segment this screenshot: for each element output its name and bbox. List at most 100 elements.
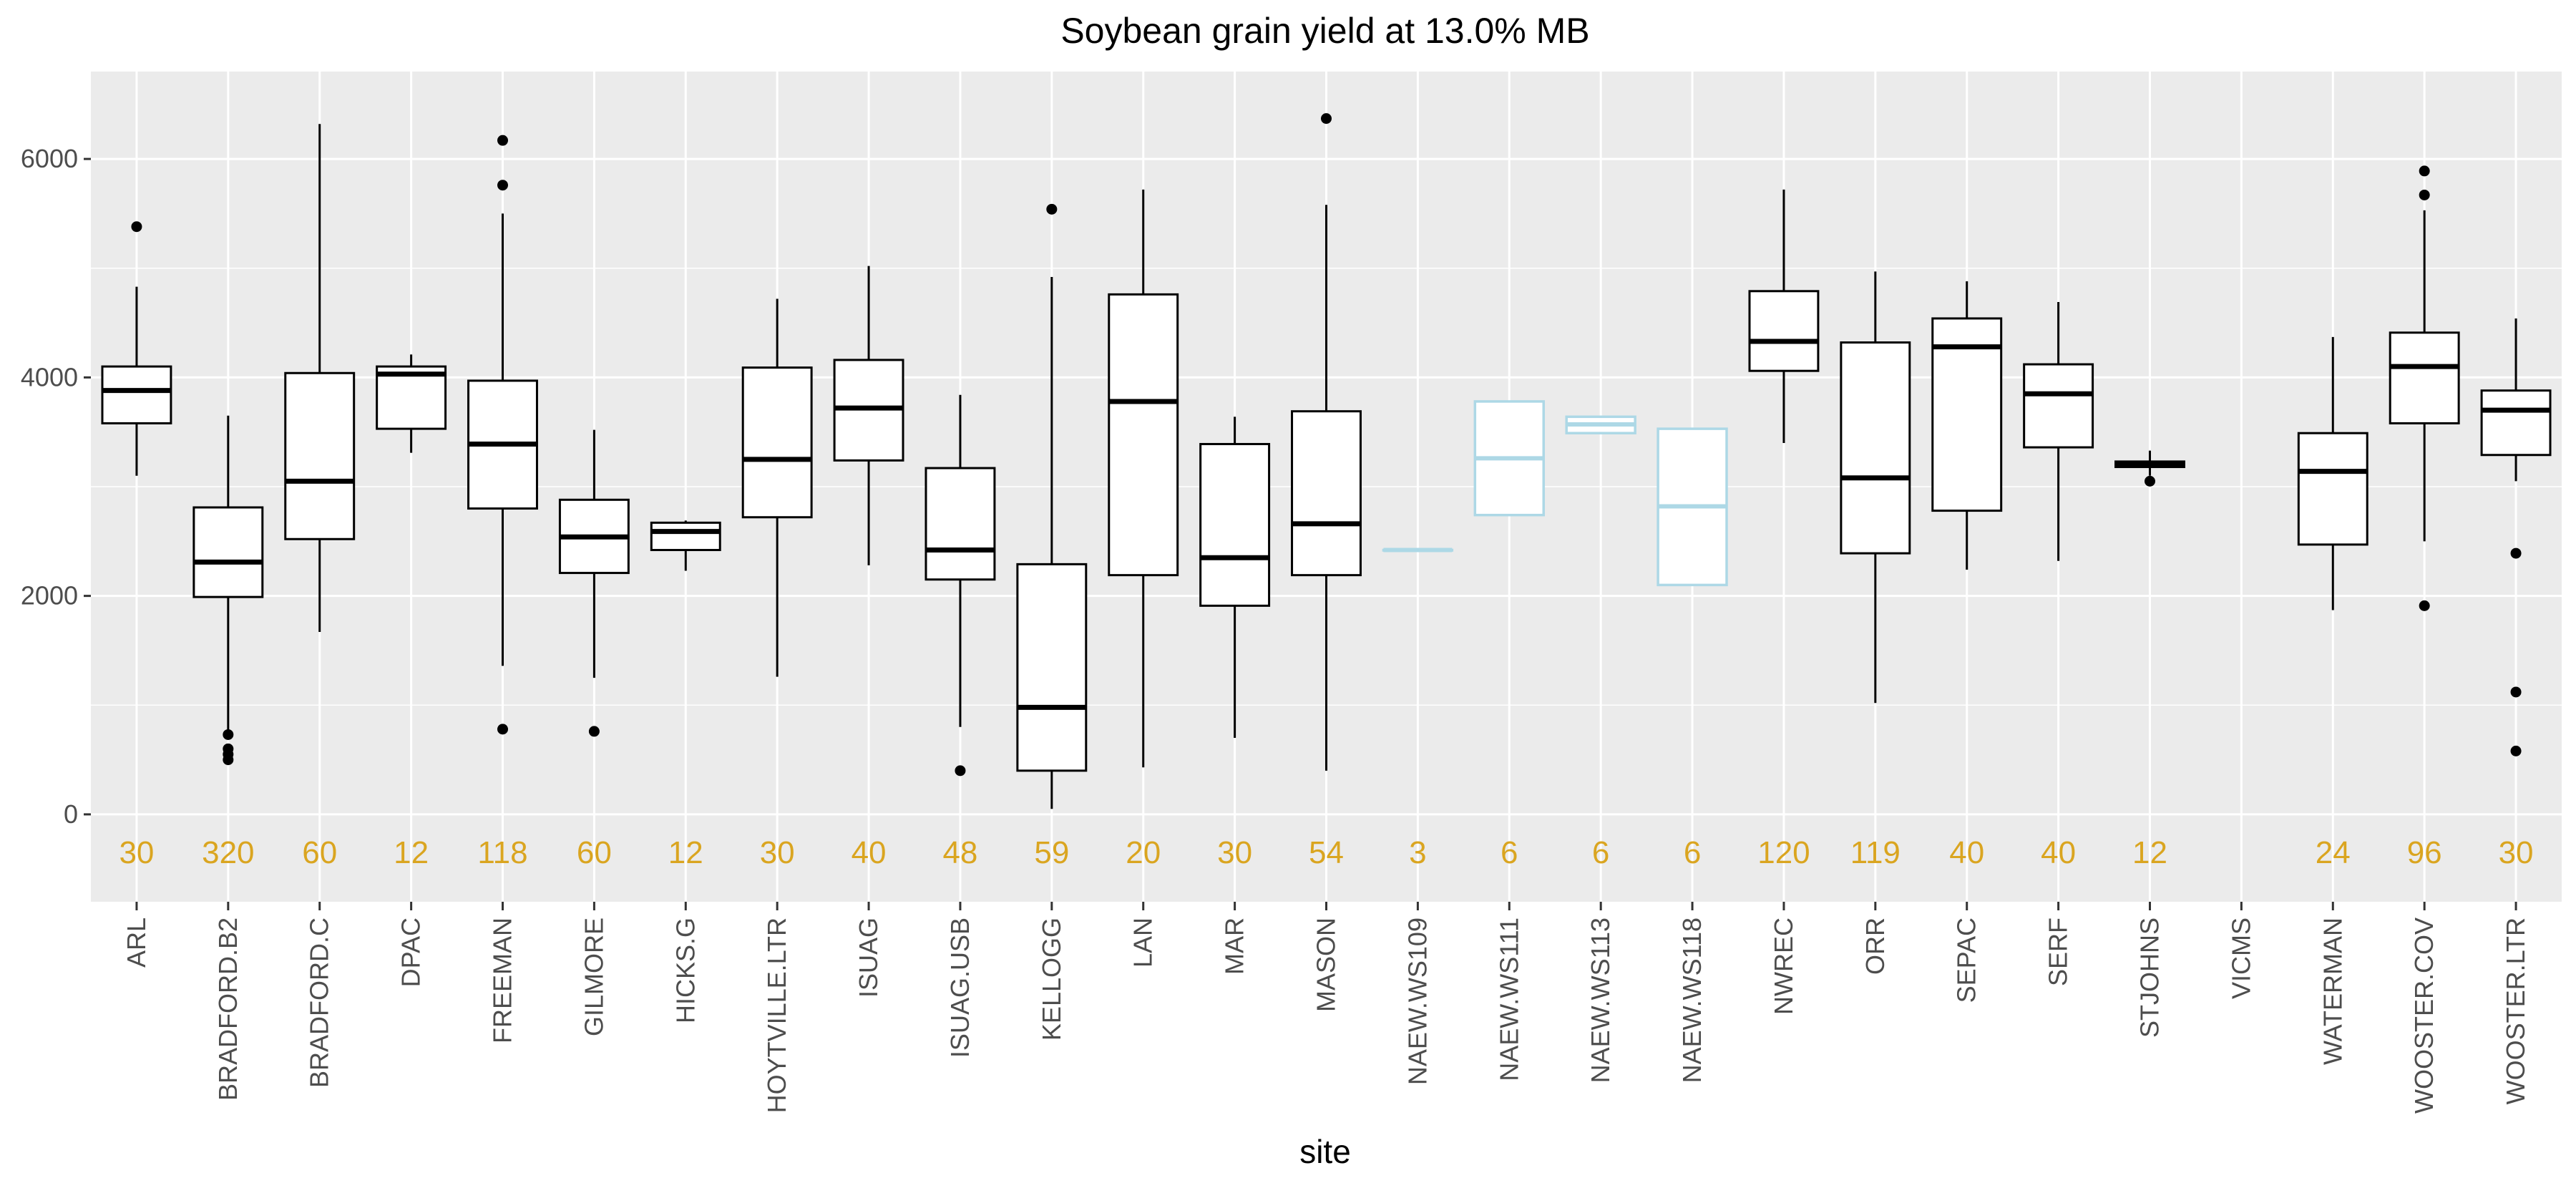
count-label: 24: [2316, 835, 2351, 870]
outlier-point: [131, 221, 142, 233]
count-label: 48: [942, 835, 977, 870]
x-tick-label: KELLOGG: [1037, 917, 1066, 1041]
box-bradford-b2: [192, 415, 264, 766]
box-wooster-cov: [2389, 165, 2460, 611]
x-tick-label: NAEW.WS111: [1494, 917, 1523, 1081]
box-naew-ws111: [1473, 400, 1545, 517]
x-tick-label: ISUAG: [854, 917, 883, 998]
box-naew-ws113: [1565, 415, 1636, 434]
outlier-point: [223, 743, 234, 754]
x-tick-label: NAEW.WS109: [1402, 917, 1432, 1085]
box-wooster-ltr: [2480, 318, 2552, 756]
count-label: 30: [1217, 835, 1252, 870]
count-label: 60: [302, 835, 337, 870]
box: [2389, 331, 2460, 424]
count-label: 6: [1501, 835, 1518, 870]
box-naew-ws109: [1382, 547, 1454, 553]
x-tick-label: HOYTVILLE.LTR: [762, 917, 791, 1113]
box: [1199, 442, 1271, 607]
x-tick-label: BRADFORD.C: [305, 917, 334, 1088]
outlier-point: [2419, 165, 2430, 177]
y-tick-label: 6000: [21, 144, 78, 173]
x-tick-label: WOOSTER.LTR: [2501, 917, 2530, 1104]
count-label: 60: [577, 835, 612, 870]
count-label: 118: [477, 835, 527, 870]
x-tick-label: BRADFORD.B2: [213, 917, 243, 1101]
x-tick-label: FREEMAN: [488, 917, 517, 1043]
box: [1108, 293, 1179, 577]
x-tick-label: WOOSTER.COV: [2409, 917, 2439, 1114]
x-tick-label: NAEW.WS113: [1586, 917, 1615, 1083]
box: [741, 366, 813, 519]
count-label: 20: [1126, 835, 1161, 870]
box: [376, 365, 447, 430]
count-label: 54: [1309, 835, 1344, 870]
x-tick-label: GILMORE: [579, 917, 608, 1036]
box-hicks-g: [650, 520, 721, 571]
x-tick-label: STJOHNS: [2135, 917, 2165, 1038]
box-sepac: [1931, 281, 2003, 570]
box: [2023, 363, 2094, 449]
x-tick-label: VICMS: [2226, 917, 2255, 999]
outlier-point: [2510, 547, 2522, 559]
box-serf: [2023, 302, 2094, 561]
count-label: 6: [1592, 835, 1609, 870]
x-tick-label: SERF: [2044, 917, 2073, 986]
count-label: 59: [1034, 835, 1069, 870]
box-kellogg: [1016, 203, 1088, 809]
x-tick-label: ORR: [1860, 917, 1890, 975]
x-tick-label: ARL: [122, 917, 151, 968]
box-mason: [1291, 113, 1362, 771]
y-tick-label: 2000: [21, 581, 78, 610]
box-isuag-usb: [924, 394, 996, 777]
box-arl: [101, 221, 172, 476]
count-label: 40: [852, 835, 887, 870]
outlier-point: [588, 726, 600, 737]
outlier-point: [1046, 203, 1058, 215]
box: [1748, 290, 1820, 372]
x-tick-label: HICKS.G: [670, 917, 700, 1023]
x-axis: ARL BRADFORD.B2 BRADFORD.C DPAC FREEMAN GILMO…: [122, 902, 2530, 1114]
count-label: 96: [2407, 835, 2442, 870]
box: [192, 506, 264, 598]
count-labels: 30 320 60 12 118 60 12 30 40 48 59 20 30 54 3 6 6 6 120 119…: [119, 835, 2533, 870]
box-plots: [101, 113, 2552, 809]
x-axis-label: site: [1299, 1133, 1351, 1170]
x-tick-label: MASON: [1312, 917, 1341, 1012]
box-orr: [1840, 271, 1911, 704]
box: [1840, 341, 1911, 555]
count-label: 30: [119, 835, 154, 870]
outlier-point: [223, 729, 234, 740]
box-bradford-c: [284, 124, 356, 632]
box-lan: [1108, 189, 1179, 768]
outlier-point: [2510, 745, 2522, 756]
count-label: 12: [668, 835, 703, 870]
box: [2297, 432, 2368, 546]
count-label: 30: [760, 835, 795, 870]
box: [650, 521, 721, 552]
count-label: 120: [1757, 835, 1810, 870]
box: [1016, 563, 1088, 772]
box-isuag: [833, 266, 904, 565]
box: [2480, 389, 2552, 457]
count-label: 40: [1949, 835, 1984, 870]
count-label: 320: [202, 835, 254, 870]
box-waterman: [2297, 336, 2368, 610]
x-tick-label: NAEW.WS118: [1677, 917, 1707, 1083]
outlier-point: [2419, 600, 2430, 611]
x-tick-label: LAN: [1128, 917, 1158, 968]
y-tick-label: 4000: [21, 362, 78, 391]
box-naew-ws118: [1657, 427, 1728, 587]
y-tick-label: 0: [64, 799, 78, 829]
outlier-point: [955, 765, 966, 777]
count-label: 6: [1684, 835, 1701, 870]
count-label: 12: [394, 835, 429, 870]
y-axis: 0 2000 4000 6000: [21, 144, 91, 829]
box-gilmore: [558, 429, 630, 737]
count-label: 30: [2499, 835, 2534, 870]
outlier-point: [497, 724, 508, 735]
count-label: 12: [2132, 835, 2167, 870]
box: [1931, 317, 2003, 512]
box-dpac: [376, 354, 447, 453]
